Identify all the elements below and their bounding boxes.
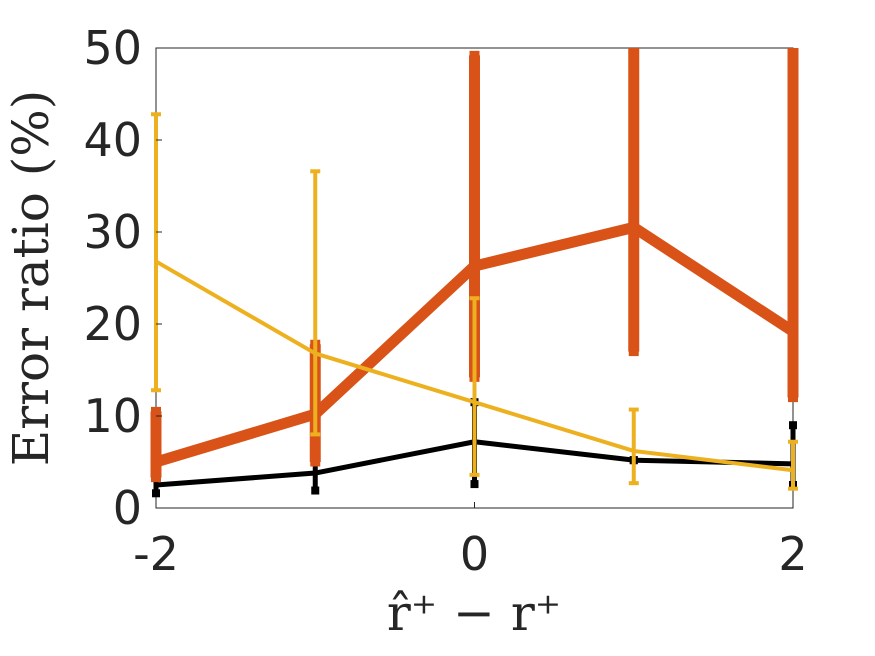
error-cap-lower [152,489,160,498]
x-tick-label: -2 [133,527,179,581]
error-cap-lower [788,486,798,491]
error-cap-upper [469,50,480,60]
error-cap-upper [788,439,798,444]
error-cap-lower [628,481,639,486]
y-axis-label: Error ratio (%) [2,90,60,467]
data-point [628,221,640,233]
error-cap-lower [310,457,321,467]
data-point [787,325,799,337]
y-tick-label: 20 [83,297,142,351]
y-tick-label: 40 [83,113,142,167]
series-layer [150,48,799,498]
data-point [469,260,480,272]
error-cap-lower [470,480,479,489]
error-cap-upper [151,112,161,117]
data-point [154,259,158,264]
error-cap-upper [469,296,480,301]
data-point [312,470,318,476]
data-point [313,351,318,356]
y-tick-label: 50 [83,21,142,75]
series-2 [151,112,798,491]
x-tick-label: 0 [460,527,489,581]
error-cap-upper [628,407,639,412]
error-cap-lower [311,486,320,495]
error-cap-upper [310,169,321,174]
error-cap-lower [469,472,480,477]
y-tick-label: 30 [83,205,142,259]
data-point [150,456,162,468]
y-tick-label: 10 [83,389,142,443]
x-tick-label: 2 [778,527,807,581]
data-point [791,468,795,473]
data-point [631,448,636,453]
error-cap-lower [788,393,798,403]
error-cap-lower [628,347,639,357]
error-cap-upper [789,421,797,430]
error-cap-upper [151,406,161,416]
y-tick-label: 0 [113,481,142,535]
data-point [472,400,477,405]
x-axis-label: r̂⁺ − r⁺ [387,584,561,642]
error-cap-lower [310,432,321,437]
error-cap-lower [151,473,161,483]
error-cap-lower [151,388,161,393]
data-point [153,482,159,488]
